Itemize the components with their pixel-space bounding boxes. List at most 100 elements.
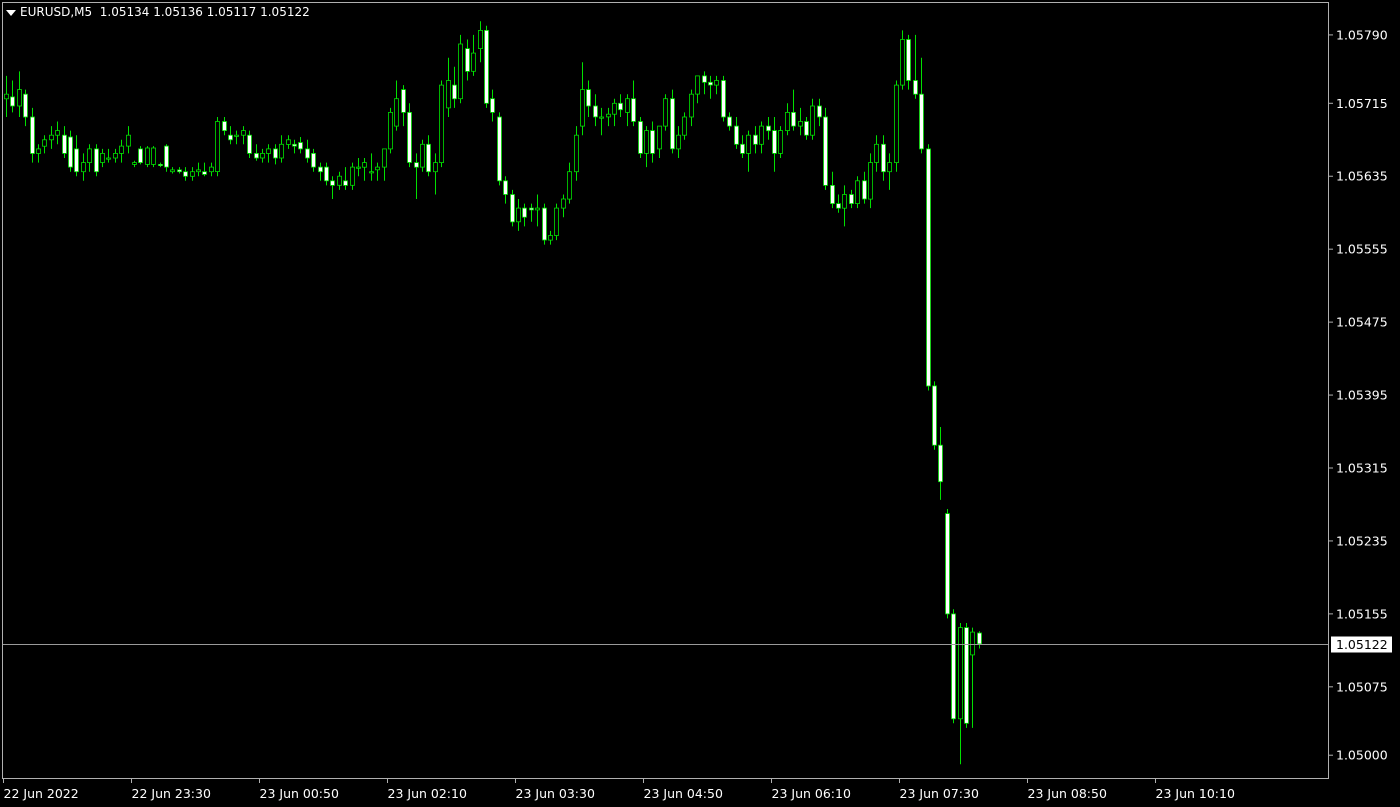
bull-candle [119, 145, 124, 154]
bear-candle [817, 105, 822, 118]
bear-candle [228, 134, 233, 141]
bull-candle [689, 93, 694, 118]
bull-candle [439, 84, 444, 163]
bear-candle [740, 143, 745, 154]
bull-candle [4, 93, 9, 100]
bear-candle [522, 207, 527, 218]
bull-candle [196, 169, 201, 173]
bear-candle [881, 143, 886, 173]
bull-candle [420, 143, 425, 168]
bear-candle [74, 148, 79, 173]
bear-candle [311, 152, 316, 168]
bear-candle [138, 148, 143, 163]
bear-candle [753, 134, 758, 145]
bull-candle [606, 113, 611, 118]
bull-candle [574, 134, 579, 173]
current-price-line: 1.05122 [3, 636, 1392, 653]
bull-candle [798, 121, 803, 127]
bull-candle [580, 89, 585, 127]
chart-header: EURUSD,M5 1.05134 1.05136 1.05117 1.0512… [6, 5, 310, 19]
bull-candle [106, 157, 111, 160]
price-tick-label: 1.05715 [1336, 96, 1388, 111]
bull-candle [599, 116, 604, 119]
price-tick-label: 1.05475 [1336, 315, 1388, 330]
bull-candle [394, 98, 399, 127]
bull-candle [49, 134, 54, 141]
bear-candle [305, 148, 310, 159]
bull-candle [337, 175, 342, 186]
bear-candle [529, 207, 534, 211]
bull-candle [554, 207, 559, 236]
bear-candle [849, 194, 854, 205]
bear-candle [62, 134, 67, 154]
bear-candle [426, 143, 431, 173]
bear-candle [158, 163, 163, 166]
bull-candle [286, 139, 291, 145]
bull-candle [682, 116, 687, 136]
bear-candle [452, 84, 457, 100]
bear-candle [10, 96, 15, 107]
bear-candle [23, 93, 28, 118]
bull-candle [548, 235, 553, 241]
bull-candle [113, 152, 118, 159]
bull-candle [567, 171, 572, 200]
current-price-box [1331, 636, 1392, 653]
ohlc-values: 1.05134 1.05136 1.05117 1.05122 [99, 5, 310, 19]
bull-candle [55, 130, 60, 136]
bear-candle [631, 98, 636, 122]
bull-candle [132, 162, 137, 165]
bear-candle [497, 116, 502, 182]
time-axis: 22 Jun 2022 22 Jun 23:30 23 Jun 00:50 23 Ju… [3, 778, 1235, 801]
bull-candle [388, 112, 393, 150]
bear-candle [938, 444, 943, 483]
bear-candle [638, 121, 643, 154]
bull-candle [356, 166, 361, 169]
bull-candle [759, 125, 764, 145]
bear-candle [407, 112, 412, 163]
current-price-label: 1.05122 [1336, 637, 1388, 652]
bear-candle [330, 180, 335, 186]
bear-candle [913, 80, 918, 95]
bear-candle [618, 102, 623, 111]
bull-candle [369, 171, 374, 174]
bull-candle [260, 152, 265, 159]
bull-candle [810, 105, 815, 136]
bull-candle [644, 130, 649, 154]
bear-candle [932, 385, 937, 446]
bear-candle [650, 130, 655, 154]
bear-candle [977, 632, 982, 645]
bull-candle [279, 143, 284, 159]
bull-candle [350, 166, 355, 186]
bear-candle [414, 162, 419, 168]
bear-candle [324, 166, 329, 182]
price-axis: 1.05790 1.05715 1.05635 1.05555 1.05475 1.053… [1328, 27, 1388, 763]
bear-candle [830, 184, 835, 204]
bull-candle [676, 134, 681, 150]
bull-candle [900, 39, 905, 86]
bull-candle [868, 162, 873, 200]
bear-candle [318, 166, 323, 173]
bear-candle [254, 152, 259, 159]
symbol-timeframe: EURUSD,M5 [20, 5, 93, 19]
bull-candle [151, 147, 156, 165]
bear-candle [670, 98, 675, 150]
dropdown-triangle-icon[interactable] [6, 9, 16, 16]
bear-candle [292, 143, 297, 147]
bull-candle [714, 80, 719, 86]
bull-candle [81, 162, 86, 173]
bear-candle [164, 145, 169, 168]
bull-candle [170, 169, 175, 173]
bull-candle [842, 194, 847, 209]
bear-candle [68, 136, 73, 168]
time-tick-label: 23 Jun 06:10 [772, 786, 851, 801]
bull-candle [874, 143, 879, 163]
bear-candle [593, 105, 598, 118]
bull-candle [695, 75, 700, 95]
time-tick-label: 23 Jun 03:30 [516, 786, 595, 801]
bear-candle [951, 613, 956, 720]
price-tick-label: 1.05555 [1336, 242, 1388, 257]
bear-candle [836, 203, 841, 209]
bull-candle [145, 147, 150, 165]
price-tick-label: 1.05790 [1336, 27, 1388, 42]
